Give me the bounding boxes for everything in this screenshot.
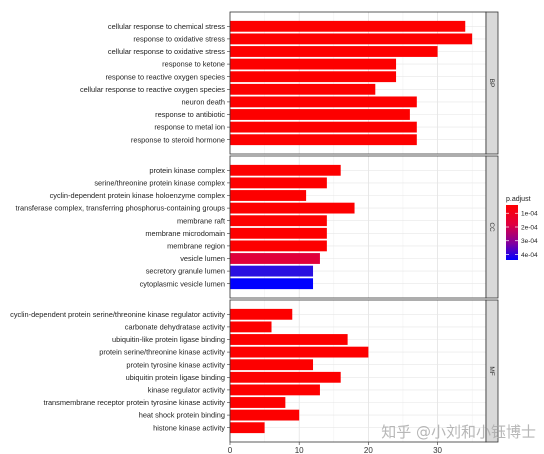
legend-colorbar [506,205,518,260]
category-label: response to steroid hormone [131,135,225,144]
bar [230,46,438,57]
category-label: transferase complex, transferring phosph… [15,204,225,213]
category-label: protein tyrosine kinase activity [126,360,225,369]
bar [230,334,348,345]
bar [230,359,314,371]
legend-tick-label: 1e-04 [521,211,538,218]
bar [230,308,293,320]
category-label: neuron death [181,98,225,107]
bar [230,71,397,83]
category-label: membrane raft [177,216,225,225]
facet-strip [485,299,499,443]
bar [230,253,320,264]
facet-strip [485,11,499,155]
category-label: protein kinase complex [149,166,225,175]
facet-panel-mf: cyclin-dependent protein serine/threonin… [10,299,499,443]
watermark: 知乎 @小刘和小钰博士 [381,423,536,441]
category-label: secretory granule lumen [146,267,225,276]
category-label: transmembrane receptor protein tyrosine … [43,398,225,407]
bar [230,190,307,201]
category-label: cellular response to reactive oxygen spe… [80,85,225,94]
bar [230,215,327,227]
bar [230,422,265,434]
bar [230,409,300,421]
category-label: response to ketone [162,60,225,69]
panel-background [230,12,486,154]
bar [230,384,320,396]
bar [230,33,473,45]
category-label: kinase regulator activity [148,386,226,395]
facet-panel-cc: protein kinase complex serine/threonine p… [15,155,499,299]
category-label: cyclin-dependent protein serine/threonin… [10,310,225,319]
category-label: histone kinase activity [153,423,225,432]
category-label: membrane region [167,242,225,251]
category-label: carbonate dehydratase activity [125,323,226,332]
bar [230,121,417,133]
category-label: cytoplasmic vesicle lumen [140,279,225,288]
category-label: response to oxidative stress [133,35,225,44]
facet-panel-bp: cellular response to chemical stress resp… [80,11,499,155]
x-tick-label: 30 [433,446,442,454]
bar [230,177,327,189]
bar [230,227,327,239]
category-label: membrane microdomain [145,229,225,238]
legend: p.adjust 1e-04 2e-04 3e-04 4e-04 [506,196,538,260]
bar [230,321,272,333]
category-label: cyclin-dependent protein kinase holoenzy… [50,191,226,200]
bar [230,164,341,176]
facet-strip-label: MF [488,366,495,375]
legend-title: p.adjust [506,196,531,203]
category-label: serine/threonine protein kinase complex [94,179,225,188]
bar [230,265,314,277]
bar [230,109,410,120]
category-label: vesicle lumen [180,254,225,263]
category-label: protein serine/threonine kinase activity [99,348,225,357]
bar [230,278,314,290]
bar [230,240,327,252]
category-label: heat shock protein binding [139,411,225,420]
bar [230,20,466,32]
category-label: cellular response to chemical stress [108,22,225,31]
category-label: response to antibiotic [155,110,225,119]
bar [230,202,355,214]
x-axis: 0 10 20 30 [228,442,443,454]
facet-panels: cellular response to chemical stress resp… [10,11,499,443]
facet-strip [485,155,499,299]
legend-tick-label: 2e-04 [521,224,538,231]
bar [230,96,417,108]
x-tick-label: 20 [364,446,373,454]
bar [230,346,369,358]
category-label: ubiquitin protein ligase binding [126,373,225,382]
category-label: cellular response to oxidative stress [108,47,225,56]
category-label: ubiquitin-like protein ligase binding [112,335,225,344]
bar [230,83,376,95]
bar [230,134,417,146]
facet-strip-label: CC [488,222,495,232]
panel-background [230,156,486,298]
category-label: response to metal ion [154,123,225,132]
x-tick-label: 0 [228,446,233,454]
legend-tick-label: 3e-04 [521,238,538,245]
legend-tick-label: 4e-04 [521,252,538,259]
bar [230,397,286,408]
facet-strip-label: BP [488,79,495,88]
bar [230,371,341,383]
bar [230,58,397,70]
category-label: response to reactive oxygen species [105,72,225,81]
x-tick-label: 10 [295,446,304,454]
